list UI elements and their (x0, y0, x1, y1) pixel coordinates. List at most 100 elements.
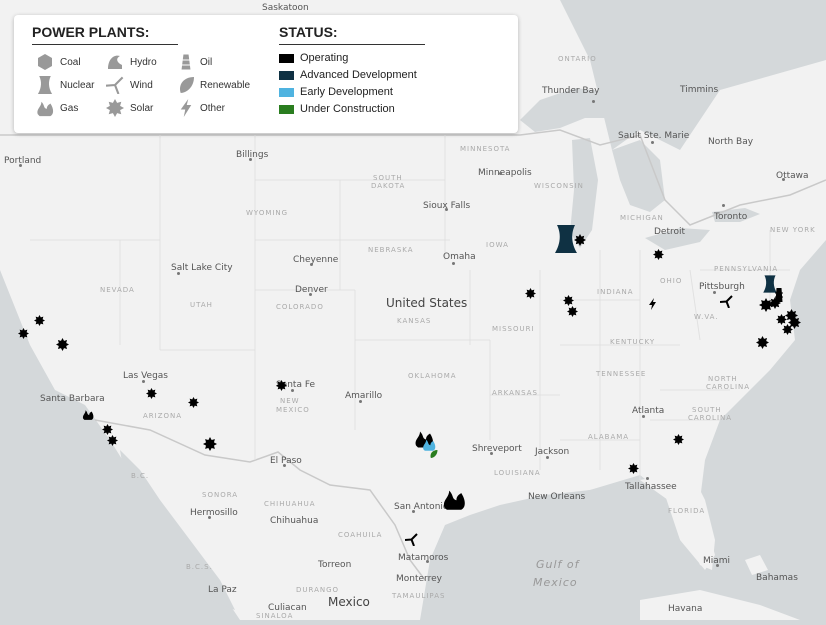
status-item-operating[interactable]: Operating (279, 52, 348, 64)
solar-icon (525, 288, 536, 299)
legend-item-other[interactable]: Other (178, 99, 225, 117)
florida (640, 470, 715, 570)
solar-plant-marker[interactable] (102, 422, 113, 440)
legend-label: Hydro (130, 56, 157, 68)
solar-icon (776, 314, 787, 325)
city-dot (310, 263, 313, 266)
oil-plant-marker[interactable] (774, 287, 784, 307)
solar-icon (759, 298, 773, 312)
solar-plant-marker[interactable] (628, 461, 639, 479)
solar-plant-marker[interactable] (276, 378, 287, 396)
solar-plant-marker[interactable] (673, 432, 684, 450)
legend-item-solar[interactable]: Solar (106, 99, 153, 117)
gas-icon (415, 431, 433, 448)
city-label: Santa Barbara (40, 394, 105, 404)
state-borders (30, 135, 790, 480)
legend-item-nuclear[interactable]: Nuclear (36, 76, 94, 94)
gas-plant-marker[interactable] (442, 488, 466, 515)
solar-plant-marker[interactable] (18, 326, 29, 344)
solar-plant-marker[interactable] (776, 312, 787, 330)
city-dot (426, 560, 429, 563)
region-label: KANSAS (397, 317, 432, 325)
legend-label: Solar (130, 102, 154, 114)
status-item-early-development[interactable]: Early Development (279, 86, 393, 98)
region-label: SONORA (202, 491, 239, 499)
gulf-of-mexico (420, 480, 700, 620)
region-label: LOUISIANA (494, 469, 541, 477)
legend-item-gas[interactable]: Gas (36, 99, 78, 117)
other-plant-marker[interactable] (648, 297, 657, 315)
city-label: Portland (4, 156, 42, 166)
legend-item-coal[interactable]: Coal (36, 53, 81, 71)
city-dot (716, 564, 719, 567)
city-label: Saskatoon (262, 3, 309, 13)
gas-icon (37, 101, 54, 117)
solar-plant-marker[interactable] (759, 298, 773, 317)
solar-plant-marker[interactable] (34, 313, 45, 331)
solar-plant-marker[interactable] (56, 338, 69, 356)
legend-item-renewable[interactable]: Renewable (178, 76, 250, 94)
solar-plant-marker[interactable] (756, 336, 769, 354)
solar-icon (276, 380, 287, 391)
solar-icon (203, 437, 217, 451)
solar-icon (756, 336, 769, 349)
wind-plant-marker[interactable] (719, 295, 733, 313)
solar-plant-marker[interactable] (146, 386, 157, 404)
region-label: MEXICO (276, 406, 310, 414)
divider (279, 44, 425, 45)
region-label: CAROLINA (688, 414, 733, 422)
city-dot (309, 293, 312, 296)
solar-icon (673, 434, 684, 445)
city-label: Havana (668, 604, 703, 614)
gas-plant-marker[interactable] (82, 407, 94, 425)
nuclear-plant-marker[interactable] (762, 275, 778, 298)
city-dot (592, 100, 595, 103)
gas-icon (423, 439, 436, 451)
status-item-under-construction[interactable]: Under Construction (279, 103, 395, 115)
lake-huron (612, 140, 665, 212)
solar-plant-marker[interactable] (653, 247, 664, 265)
city-dot (283, 464, 286, 467)
city-dot (19, 164, 22, 167)
solar-plant-marker[interactable] (107, 433, 118, 451)
solar-plant-marker[interactable] (525, 286, 536, 304)
gas-plant-marker-early[interactable] (422, 438, 436, 456)
solar-icon (102, 424, 113, 435)
status-label: Operating (300, 52, 349, 64)
solar-plant-marker[interactable] (574, 233, 586, 251)
solar-icon (106, 99, 124, 117)
city-label: Denver (295, 285, 328, 295)
solar-icon (574, 234, 586, 246)
region-label: DAKOTA (371, 182, 406, 190)
solar-plant-marker[interactable] (769, 296, 781, 314)
status-item-advanced-development[interactable]: Advanced Development (279, 69, 417, 81)
city-dot (782, 178, 785, 181)
solar-icon (653, 249, 664, 260)
gas-plant-marker[interactable] (414, 429, 434, 453)
city-dot (249, 158, 252, 161)
solar-plant-marker[interactable] (782, 322, 793, 340)
solar-plant-marker[interactable] (188, 395, 199, 413)
solar-icon (567, 306, 578, 317)
lake-superior (520, 88, 640, 132)
region-label: KENTUCKY (610, 338, 656, 346)
city-label: Las Vegas (123, 371, 168, 381)
wind-plant-marker[interactable] (404, 533, 418, 551)
renewable-plant-marker[interactable] (429, 445, 438, 463)
legend-item-oil[interactable]: Oil (178, 53, 212, 71)
region-label: SOUTH (692, 406, 722, 414)
city-label: New Orleans (528, 492, 586, 502)
solar-plant-marker[interactable] (567, 304, 578, 322)
nuclear-icon (763, 275, 777, 293)
region-label: COAHUILA (338, 531, 383, 539)
region-label: UTAH (190, 301, 213, 309)
city-dot (177, 272, 180, 275)
solar-plant-marker[interactable] (563, 293, 574, 311)
solar-plant-marker[interactable] (203, 437, 217, 456)
city-dot (445, 208, 448, 211)
legend-item-hydro[interactable]: Hydro (106, 53, 157, 71)
legend-item-wind[interactable]: Wind (106, 76, 153, 94)
legend-label: Nuclear (60, 79, 95, 91)
nuclear-plant-marker[interactable] (553, 225, 579, 258)
